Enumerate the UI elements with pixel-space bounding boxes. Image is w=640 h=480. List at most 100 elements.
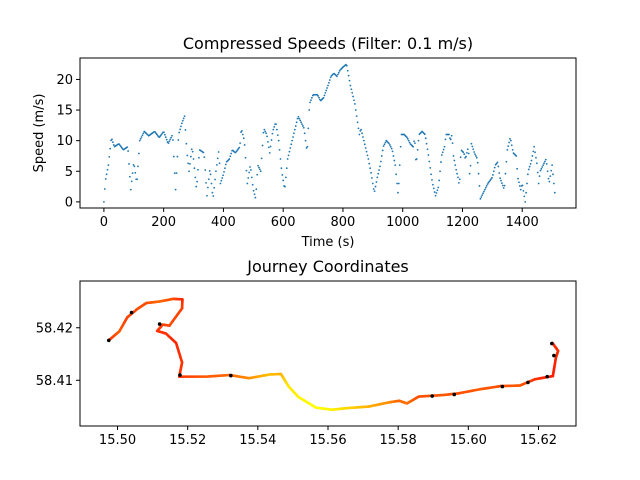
speed-point bbox=[483, 190, 485, 193]
speed-point bbox=[223, 170, 225, 173]
speed-point bbox=[296, 117, 299, 120]
speed-point bbox=[480, 196, 483, 198]
speed-point bbox=[224, 167, 226, 170]
speed-point bbox=[238, 146, 241, 149]
speed-point bbox=[172, 139, 174, 141]
speed-point bbox=[269, 145, 272, 148]
speed-point bbox=[475, 156, 478, 159]
speed-point bbox=[230, 152, 233, 155]
speed-point bbox=[459, 156, 462, 159]
stop-marker bbox=[157, 322, 162, 326]
speed-point bbox=[118, 143, 121, 146]
speed-point bbox=[534, 151, 536, 154]
speed-point bbox=[137, 165, 139, 168]
journey-y-tick-label: 58.41 bbox=[36, 374, 73, 389]
speed-point bbox=[246, 182, 249, 185]
speed-point bbox=[532, 150, 535, 153]
speed-point bbox=[546, 170, 549, 173]
speed-point bbox=[245, 169, 248, 172]
speed-point bbox=[548, 180, 551, 183]
speed-point bbox=[359, 129, 362, 132]
speed-point bbox=[322, 96, 325, 99]
speed-point bbox=[358, 133, 361, 136]
speed-point bbox=[521, 184, 524, 187]
speed-point bbox=[197, 168, 199, 171]
speed-point bbox=[367, 158, 370, 160]
journey-x-ticks: 15.50 15.52 15.54 15.56 15.58 15.60 15.62 bbox=[99, 426, 557, 448]
speed-point bbox=[499, 177, 502, 180]
speed-point bbox=[337, 71, 340, 74]
speed-point bbox=[112, 144, 115, 146]
speed-point bbox=[138, 139, 141, 142]
speed-point bbox=[336, 75, 338, 78]
journey-y-tick-label: 58.42 bbox=[36, 321, 73, 336]
speed-point bbox=[349, 84, 352, 87]
speed-point bbox=[130, 180, 133, 183]
speed-point bbox=[435, 192, 438, 194]
speed-point bbox=[298, 117, 301, 120]
speed-x-axis-label: Time (s) bbox=[301, 235, 355, 250]
speed-point bbox=[450, 134, 453, 137]
speed-point bbox=[325, 89, 328, 92]
speed-point bbox=[301, 123, 303, 126]
speed-point bbox=[210, 182, 213, 185]
speed-point bbox=[506, 148, 509, 151]
speed-point bbox=[428, 160, 431, 163]
speed-point bbox=[109, 147, 112, 150]
speed-point bbox=[276, 128, 278, 131]
speed-point bbox=[518, 181, 520, 184]
speed-point bbox=[249, 166, 251, 168]
speed-point bbox=[126, 146, 129, 149]
speed-point bbox=[353, 103, 356, 105]
speed-point bbox=[530, 159, 533, 162]
speed-point bbox=[176, 155, 179, 158]
speed-point bbox=[477, 172, 480, 175]
speed-point bbox=[441, 151, 444, 154]
speed-point bbox=[167, 142, 170, 145]
speed-point bbox=[469, 164, 472, 167]
speed-point bbox=[440, 154, 443, 156]
speed-point bbox=[395, 173, 398, 176]
speed-point bbox=[431, 178, 433, 181]
stop-marker bbox=[552, 353, 556, 358]
speed-point bbox=[535, 156, 537, 159]
stop-marker bbox=[229, 373, 233, 378]
journey-x-tick-label: 15.58 bbox=[380, 433, 417, 448]
speed-point bbox=[361, 132, 363, 135]
speed-point bbox=[212, 195, 215, 197]
speed-point bbox=[120, 145, 122, 148]
stop-marker bbox=[550, 341, 554, 346]
journey-x-tick-label: 15.54 bbox=[239, 433, 276, 448]
journey-chart-title: Journey Coordinates bbox=[246, 257, 409, 276]
speed-point bbox=[173, 172, 176, 175]
speed-point bbox=[242, 137, 245, 140]
speed-point bbox=[393, 159, 396, 162]
speed-point bbox=[172, 155, 175, 158]
speed-point bbox=[392, 155, 395, 157]
speed-point bbox=[192, 158, 195, 160]
speed-point bbox=[509, 137, 511, 140]
speed-point bbox=[129, 175, 131, 178]
speed-point bbox=[154, 132, 157, 135]
speed-point bbox=[252, 189, 255, 192]
speed-point bbox=[479, 197, 482, 200]
speed-point bbox=[541, 166, 544, 168]
speed-point bbox=[443, 145, 446, 148]
speed-point bbox=[444, 138, 447, 141]
speed-point bbox=[439, 170, 441, 173]
speed-x-tick-label: 1400 bbox=[506, 215, 539, 230]
speed-point bbox=[352, 95, 354, 98]
speed-point bbox=[323, 94, 326, 97]
speed-point bbox=[207, 178, 210, 181]
speed-point bbox=[163, 133, 166, 136]
speed-point bbox=[371, 177, 373, 179]
speed-point bbox=[493, 166, 496, 169]
speed-point bbox=[475, 155, 477, 157]
speed-point bbox=[165, 138, 168, 141]
speed-point bbox=[351, 92, 354, 94]
speed-chart: Compressed Speeds (Filter: 0.1 m/s) 0 200… bbox=[32, 34, 577, 250]
speed-point bbox=[251, 183, 254, 186]
speed-point bbox=[216, 157, 219, 160]
speed-point bbox=[362, 139, 365, 142]
speed-point bbox=[528, 165, 531, 168]
